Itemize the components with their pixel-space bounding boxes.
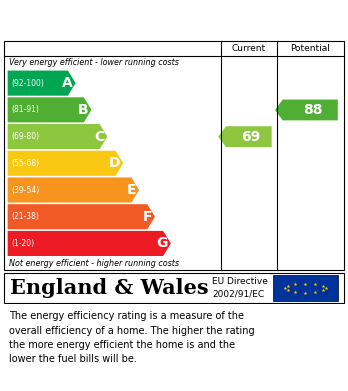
Text: EU Directive
2002/91/EC: EU Directive 2002/91/EC (212, 277, 268, 298)
Text: (21-38): (21-38) (12, 212, 40, 221)
Polygon shape (218, 126, 272, 147)
Polygon shape (8, 204, 155, 229)
Text: (39-54): (39-54) (12, 185, 40, 194)
Polygon shape (275, 100, 338, 120)
Text: 88: 88 (303, 103, 322, 117)
Text: Energy Efficiency Rating: Energy Efficiency Rating (9, 12, 238, 30)
Polygon shape (8, 97, 92, 122)
Polygon shape (8, 71, 76, 96)
Text: E: E (127, 183, 136, 197)
Text: A: A (62, 76, 73, 90)
Text: G: G (157, 237, 168, 251)
Text: (1-20): (1-20) (12, 239, 35, 248)
Text: (55-68): (55-68) (12, 159, 40, 168)
Polygon shape (8, 178, 139, 203)
Text: 69: 69 (242, 130, 261, 143)
Text: Very energy efficient - lower running costs: Very energy efficient - lower running co… (9, 58, 179, 67)
Polygon shape (8, 151, 123, 176)
Text: England & Wales: England & Wales (10, 278, 209, 298)
Text: F: F (143, 210, 152, 224)
Text: (81-91): (81-91) (12, 105, 40, 114)
Text: (69-80): (69-80) (12, 132, 40, 141)
Text: B: B (78, 103, 89, 117)
Polygon shape (8, 124, 107, 149)
Polygon shape (8, 231, 171, 256)
Text: D: D (109, 156, 120, 170)
Text: C: C (94, 129, 104, 143)
Text: Potential: Potential (290, 44, 330, 53)
Bar (273, 275, 338, 301)
Text: The energy efficiency rating is a measure of the
overall efficiency of a home. T: The energy efficiency rating is a measur… (9, 311, 254, 364)
Text: (92-100): (92-100) (12, 79, 45, 88)
Text: Not energy efficient - higher running costs: Not energy efficient - higher running co… (9, 259, 180, 268)
Text: Current: Current (232, 44, 266, 53)
